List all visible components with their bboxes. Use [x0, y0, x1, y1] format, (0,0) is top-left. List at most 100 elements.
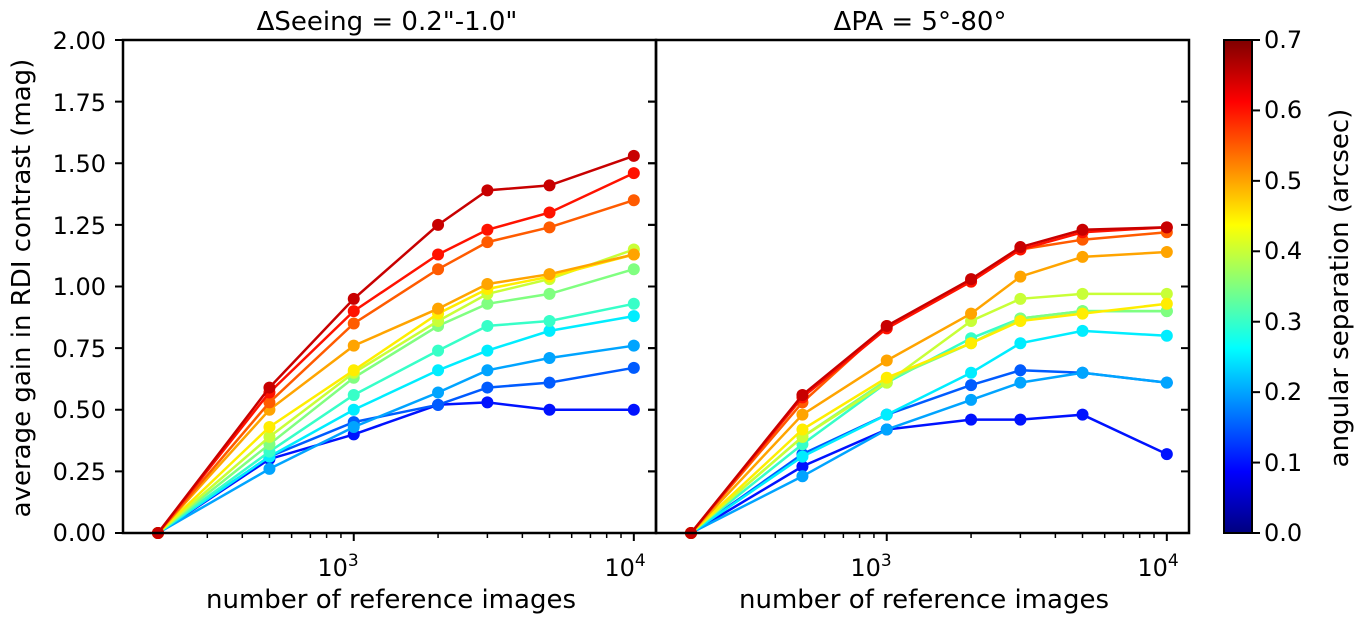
data-point — [1014, 315, 1027, 328]
data-point — [627, 339, 640, 352]
data-point — [481, 278, 494, 291]
data-point — [347, 421, 360, 434]
x-tick-label: 104 — [604, 551, 645, 582]
data-point — [1160, 245, 1173, 258]
data-point — [481, 396, 494, 409]
data-point — [965, 337, 978, 350]
y-tick-label: 2.00 — [53, 27, 106, 55]
left-panel-title: ΔSeeing = 0.2"-1.0" — [257, 7, 518, 37]
data-point — [796, 408, 809, 421]
data-point — [347, 317, 360, 330]
data-point — [965, 379, 978, 392]
data-point — [543, 221, 556, 234]
data-point — [1014, 376, 1027, 389]
colorbar-tick-label: 0.4 — [1264, 237, 1302, 265]
y-tick-label: 1.50 — [53, 150, 106, 178]
data-point — [543, 268, 556, 281]
data-point — [1076, 307, 1089, 320]
data-point — [796, 450, 809, 463]
data-point — [1160, 448, 1173, 461]
data-point — [347, 364, 360, 377]
data-point — [627, 361, 640, 374]
data-point — [1160, 297, 1173, 310]
series-line — [157, 314, 635, 535]
data-point — [432, 302, 445, 315]
x-tick-label: 103 — [850, 551, 891, 582]
left-x-axis-label: number of reference images — [206, 585, 576, 615]
data-point — [481, 381, 494, 394]
data-point — [432, 344, 445, 357]
data-point — [880, 354, 893, 367]
data-point — [1014, 364, 1027, 377]
data-point — [627, 263, 640, 276]
series-line — [157, 268, 635, 534]
y-tick-labels: 0.00 0.25 0.50 0.75 1.00 1.25 1.50 1.75 … — [53, 27, 106, 547]
y-tick-label: 1.25 — [53, 212, 106, 240]
data-point — [432, 263, 445, 276]
data-point — [543, 324, 556, 337]
data-point — [1076, 366, 1089, 379]
data-point — [880, 408, 893, 421]
data-point — [543, 376, 556, 389]
data-point — [543, 287, 556, 300]
data-point — [432, 248, 445, 261]
x-tick-exponent: 4 — [635, 551, 646, 571]
axes-frame — [654, 38, 1191, 535]
x-tick-labels-right: 103 104 — [850, 551, 1178, 582]
data-point — [796, 460, 809, 473]
data-point — [481, 297, 494, 310]
data-point — [263, 462, 276, 475]
data-point — [347, 388, 360, 401]
data-point — [347, 305, 360, 318]
data-point — [965, 413, 978, 426]
data-point — [1076, 408, 1089, 421]
data-point — [627, 149, 640, 162]
y-tick-label: 0.25 — [53, 458, 106, 486]
data-point — [432, 364, 445, 377]
x-tick-labels-left: 103 104 — [317, 551, 645, 582]
data-point — [627, 194, 640, 207]
data-point — [627, 167, 640, 180]
data-point — [432, 218, 445, 231]
right-x-axis-label: number of reference images — [739, 585, 1109, 615]
data-point — [965, 393, 978, 406]
right-plot-area — [648, 38, 1191, 541]
colorbar-tick-label: 0.5 — [1264, 167, 1302, 195]
y-axis-label: average gain in RDI contrast (mag) — [7, 59, 37, 518]
data-point — [627, 248, 640, 261]
y-tick-label: 1.75 — [53, 89, 106, 117]
data-point — [796, 470, 809, 483]
data-point — [1014, 270, 1027, 283]
x-tick-base: 10 — [317, 554, 348, 582]
colorbar-tick-label: 0.1 — [1264, 449, 1302, 477]
data-point — [1014, 241, 1027, 254]
x-tick-exponent: 3 — [881, 551, 892, 571]
colorbar-tick-label: 0.0 — [1264, 519, 1302, 547]
data-point — [263, 421, 276, 434]
data-point — [1076, 324, 1089, 337]
x-tick-label: 104 — [1137, 551, 1178, 582]
data-point — [432, 386, 445, 399]
data-point — [1014, 337, 1027, 350]
data-point — [1014, 413, 1027, 426]
y-tick-label: 0.50 — [53, 396, 106, 424]
data-point — [796, 388, 809, 401]
series-line — [690, 226, 1167, 534]
series-line — [690, 413, 1168, 535]
data-point — [543, 315, 556, 328]
data-point — [481, 223, 494, 236]
data-point — [880, 423, 893, 436]
data-point — [1160, 287, 1173, 300]
data-point — [347, 339, 360, 352]
series-line — [690, 231, 1167, 534]
data-point — [627, 403, 640, 416]
y-tick-label: 0.00 — [53, 519, 106, 547]
y-tick-label: 1.00 — [53, 273, 106, 301]
data-point — [1160, 221, 1173, 234]
data-point — [263, 381, 276, 394]
data-point — [965, 307, 978, 320]
series-line — [157, 401, 634, 535]
data-point — [543, 179, 556, 192]
data-point — [1076, 250, 1089, 263]
